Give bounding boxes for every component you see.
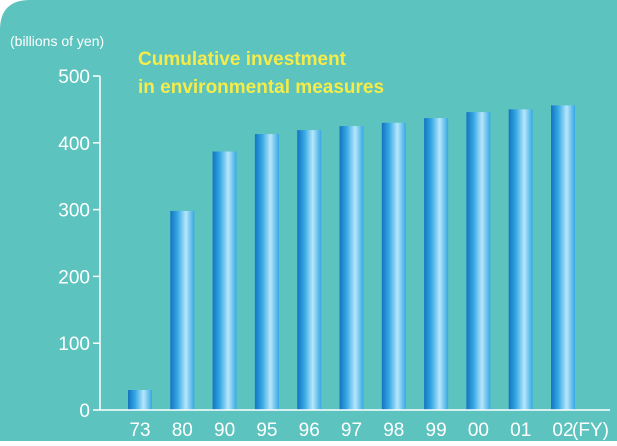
- bar-fy-73: [128, 390, 152, 410]
- x-tick-label-98: 98: [383, 420, 404, 441]
- x-tick-label-97: 97: [341, 420, 362, 441]
- x-axis-unit-label: (FY): [572, 420, 609, 441]
- x-tick-label-01: 01: [510, 420, 531, 441]
- bar-fy-00: [466, 112, 491, 410]
- x-tick-label-96: 96: [299, 420, 320, 441]
- bar-fy-01: [508, 109, 533, 411]
- y-tick-label-500: 500: [58, 67, 90, 88]
- x-tick-label-95: 95: [256, 420, 277, 441]
- x-tick-label-73: 73: [129, 420, 150, 441]
- bar-fy-98: [381, 122, 406, 411]
- x-tick-label-90: 90: [214, 420, 235, 441]
- bar-fy-97: [339, 126, 364, 410]
- bar-fy-95: [254, 134, 279, 410]
- x-tick-label-00: 00: [468, 420, 489, 441]
- y-axis-unit-label: (billions of yen): [10, 33, 104, 49]
- y-tick-label-200: 200: [58, 267, 90, 288]
- y-tick-label-300: 300: [58, 201, 90, 222]
- y-tick-label-100: 100: [58, 334, 90, 355]
- y-tick-label-400: 400: [58, 134, 90, 155]
- x-tick-label-02: 02: [552, 420, 573, 441]
- y-axis-ticks: 0 100 200 300 400 500: [58, 67, 100, 422]
- x-axis-labels: 73 80 90 95 96 97 98 99 00 01 02: [129, 420, 573, 441]
- bar-fy-90: [212, 151, 237, 410]
- chart-title-line-1: Cumulative investment: [138, 49, 347, 70]
- x-tick-label-99: 99: [426, 420, 447, 441]
- y-tick-label-0: 0: [79, 401, 90, 422]
- bar-fy-99: [424, 118, 449, 410]
- bar-fy-96: [297, 130, 322, 410]
- chart-title-line-2: in environmental measures: [138, 77, 384, 98]
- bar-fy-02: [551, 105, 575, 411]
- bars-group: [128, 105, 575, 411]
- bar-fy-80: [170, 210, 195, 410]
- x-tick-label-80: 80: [172, 420, 193, 441]
